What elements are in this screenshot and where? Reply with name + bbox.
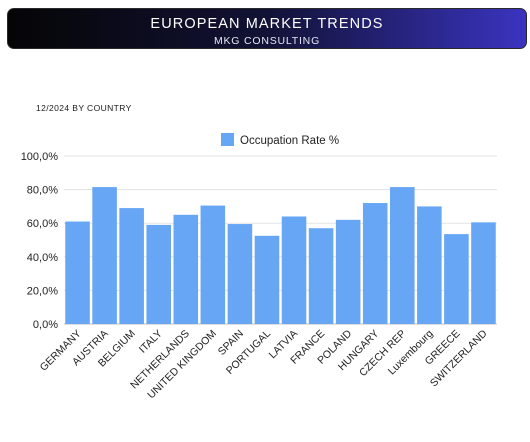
legend-swatch [221,133,234,146]
y-tick-label: 0,0% [33,319,58,331]
bar [281,216,307,324]
y-tick-label: 80,0% [27,185,58,197]
bar [390,187,415,324]
chart-legend: Occupation Rate % [221,133,339,147]
y-tick-label: 20,0% [27,285,58,297]
period-label: 12/2024 BY COUNTRY [36,103,132,113]
bar [471,222,496,324]
bar [417,206,442,324]
bar [200,205,226,324]
y-axis-ticks: 0,0% 20,0% 40,0% 60,0% 80,0% 100,0% [21,151,59,331]
bar [335,219,361,324]
bar [254,235,280,324]
bar [119,208,144,324]
y-tick-label: 40,0% [27,252,58,264]
chart-bars [65,187,496,324]
legend-label: Occupation Rate % [240,135,339,147]
bar [308,228,334,324]
bar [362,203,388,324]
bar [65,221,90,324]
bar [92,187,117,324]
bar [444,234,469,324]
report-header-banner: EUROPEAN MARKET TRENDS MKG CONSULTING [7,8,527,49]
bar [146,224,171,324]
report-title: EUROPEAN MARKET TRENDS [150,16,384,32]
bar [227,224,253,324]
y-tick-label: 100,0% [21,151,59,163]
bar [173,214,199,324]
report-subtitle: MKG CONSULTING [213,35,321,47]
y-tick-label: 60,0% [27,218,58,230]
